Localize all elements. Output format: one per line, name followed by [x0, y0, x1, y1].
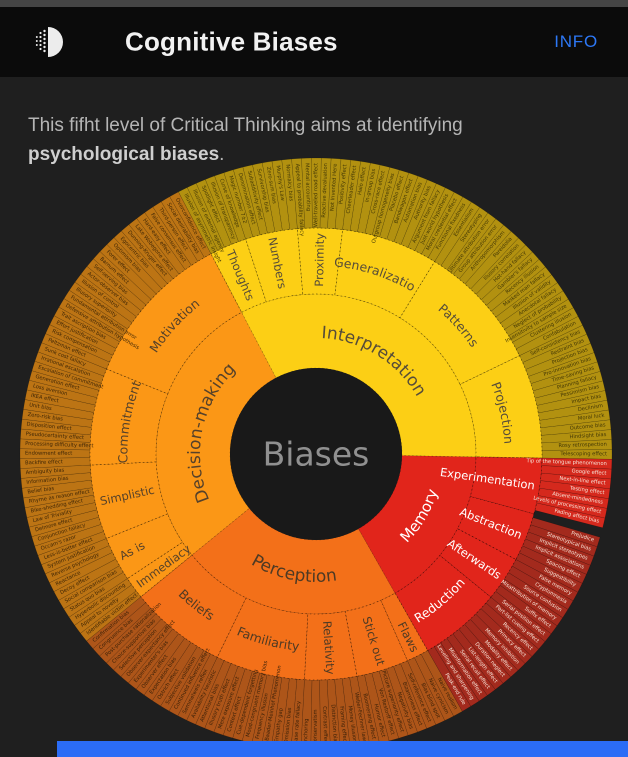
- subcategory-wedge-familiarity[interactable]: [216, 597, 309, 681]
- bias-label: Google effect: [571, 468, 606, 476]
- bias-label: Framing effect: [338, 706, 348, 744]
- bottom-accent-bar: [57, 741, 628, 757]
- center-circle[interactable]: [230, 368, 402, 540]
- bias-label: Positivity effect: [338, 164, 348, 204]
- bias-label: Outcome bias: [569, 422, 606, 432]
- subcategory-wedge-patterns[interactable]: [399, 261, 520, 385]
- page-description: This fifht level of Critical Thinking ai…: [28, 111, 588, 170]
- subcategory-wedge-proximity[interactable]: [297, 227, 344, 296]
- bias-label: Hindsight bias: [569, 432, 607, 440]
- bias-label: Impact bias: [571, 393, 602, 405]
- subcategory-wedge-simplistic[interactable]: [89, 461, 169, 539]
- bias-label: Anchoring: [303, 718, 310, 745]
- subcategory-wedge-as-is[interactable]: [105, 513, 183, 580]
- bias-label: Contrast effect: [321, 706, 328, 745]
- bias-label: IKEA effect: [30, 393, 59, 405]
- subcategory-wedge-experimentation[interactable]: [469, 456, 543, 515]
- center-label: Biases: [263, 435, 370, 474]
- description-highlight: psychological biases: [28, 144, 220, 166]
- bias-label: Tip of the tongue phenomenon: [525, 458, 607, 467]
- bias-label: Well-traveled road effect: [313, 163, 319, 227]
- bias-label: Appeal to probability fallacy: [294, 163, 305, 236]
- subcategory-wedge-thoughts[interactable]: [210, 238, 267, 313]
- bias-label: Information bias: [26, 476, 69, 486]
- bias-label: Rosy retrospection: [558, 442, 607, 450]
- bias-label: Processing difficulty effect: [25, 441, 93, 449]
- bias-label: Belief bias: [27, 486, 55, 496]
- bias-label: Testing effect: [569, 485, 605, 496]
- sunburst-chart: Biases Illusion of asymmetric insight Illu…: [0, 145, 628, 757]
- bias-label: Base rate fallacy: [293, 701, 302, 745]
- subcategory-wedge-immediacy[interactable]: [126, 541, 193, 598]
- description-period: .: [219, 144, 225, 166]
- subcategory-wedge-afterwards[interactable]: [439, 528, 517, 598]
- subcategory-wedge-beliefs[interactable]: [140, 554, 247, 658]
- bias-label: Conservatism: [313, 709, 319, 745]
- info-button[interactable]: INFO: [554, 32, 598, 51]
- bias-wedge-overconfidence-effect[interactable]: [169, 191, 212, 258]
- bias-label: Normalcy bias: [284, 164, 294, 202]
- bias-label: Omission bias: [284, 707, 294, 744]
- subcategory-wedge-projection[interactable]: [459, 355, 543, 459]
- app-logo-icon[interactable]: [30, 24, 66, 60]
- subcategory-wedge-motivation[interactable]: [106, 253, 243, 395]
- window-top-strip: [0, 0, 628, 7]
- bias-label: Disposition effect: [26, 422, 72, 433]
- subcategory-wedge-abstraction[interactable]: [457, 496, 535, 560]
- bias-label: Not Invented Here: [330, 163, 339, 211]
- subcategory-wedge-stick-out[interactable]: [344, 599, 408, 677]
- bias-label: Reactive devaluation: [321, 163, 329, 218]
- subcategory-wedge-generalization[interactable]: [334, 229, 436, 319]
- bias-label: Moral luck: [578, 413, 605, 422]
- subcategory-wedge-flaws[interactable]: [380, 592, 429, 662]
- app-header: Cognitive Biases INFO: [0, 7, 628, 77]
- page-title: Cognitive Biases: [125, 26, 338, 57]
- bias-label: Next-in-line effect: [559, 476, 606, 487]
- bias-label: Empathy gap: [274, 707, 285, 743]
- bias-label: Distinction bias: [329, 704, 338, 745]
- subcategory-label: Relativity: [320, 620, 338, 675]
- bias-label: Money illusion: [347, 705, 358, 743]
- bias-label: Pseudocertainty effect: [25, 431, 84, 441]
- subcategory-wedge-commitment[interactable]: [89, 368, 169, 466]
- bias-label: Telescoping effect: [559, 451, 607, 457]
- bias-label: Zero-risk bias: [27, 412, 63, 423]
- bias-label: Murphy's Law: [275, 165, 286, 202]
- bias-label: Ambiguity bias: [25, 468, 64, 477]
- description-text: This fifht level of Critical Thinking ai…: [28, 115, 463, 136]
- bias-label: Declinism: [577, 403, 603, 413]
- bias-label: Mental accounting: [304, 163, 312, 211]
- subcategory-label: Proximity: [312, 233, 327, 287]
- bias-label: Halo effect: [357, 167, 368, 196]
- subcategory-wedge-reduction[interactable]: [394, 554, 492, 651]
- bias-label: Unit bias: [29, 402, 53, 412]
- bias-label: Backfire effect: [25, 459, 63, 466]
- category-wedge-interpretation[interactable]: [241, 293, 477, 458]
- bias-label: Endowment effect: [25, 451, 72, 457]
